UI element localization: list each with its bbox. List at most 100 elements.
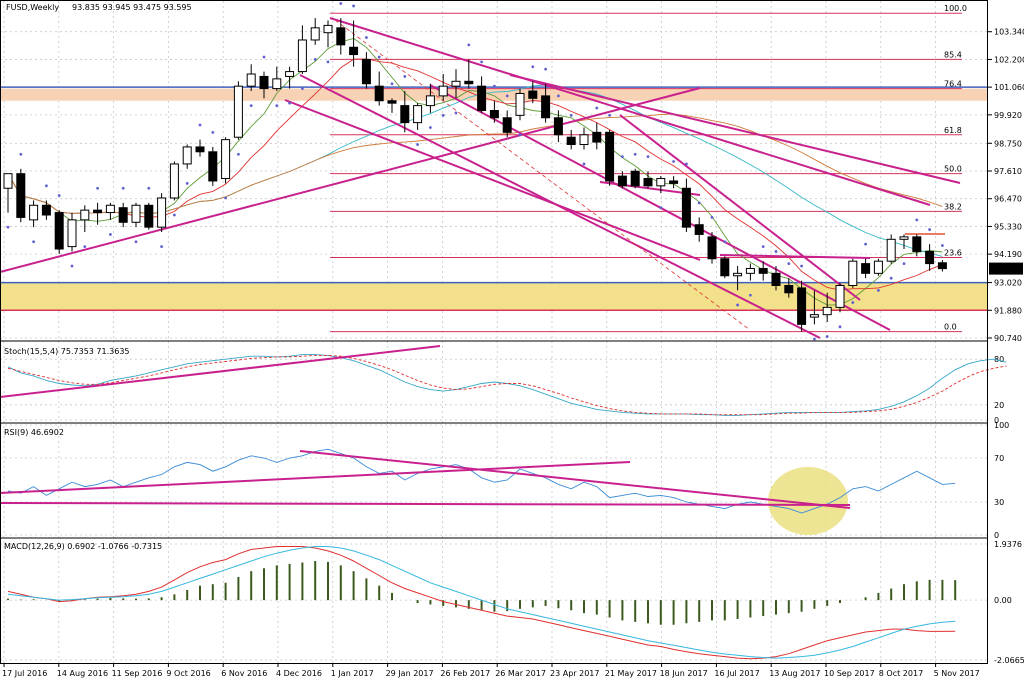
candle-body [707,236,717,260]
sar-dot [761,245,765,248]
rsi-trendline [0,461,631,494]
sar-dot [121,186,125,190]
stoch-trendline [0,345,441,398]
fib-level-label: 100.0 [944,4,967,13]
rsi-trendline [299,450,851,509]
y-tick-label: 102.200 [994,55,1024,64]
candle-body [169,163,179,199]
candle-body [144,204,154,228]
fib-level-label: 38.2 [944,202,962,211]
candle-body [182,146,192,165]
candle-body [29,204,39,221]
y-tick-label: 0.00 [994,596,1012,605]
candle-body [118,207,128,223]
candle-body [413,105,423,124]
y-tick-label: 94.190 [994,250,1022,259]
candle-body [259,75,269,90]
sar-dot [877,288,880,292]
x-tick-label: 17 Jul 2016 [2,669,47,678]
y-tick-label: 90.740 [994,334,1022,343]
candle-body [361,58,371,85]
sar-dot [941,244,944,247]
candle-body [848,260,858,286]
y-tick-label: 1.9376 [994,540,1022,549]
candle-body [195,146,205,153]
sar-dot [685,162,688,166]
sar-dot [173,213,176,217]
x-tick-label: 8 Oct 2017 [879,669,923,678]
sar-dot [352,4,355,8]
x-tick-label: 10 Sep 2017 [824,669,875,678]
candle-body [54,212,64,250]
sar-dot [416,143,419,146]
sar-dot [429,126,432,129]
candle-body [541,95,551,119]
candle-body [349,46,359,56]
candle-body [400,105,410,124]
sar-dot [697,201,701,205]
stoch-title: Stoch(15,5,4) 75.7353 71.3635 [4,347,130,356]
sar-dot [301,87,304,90]
sar-dot [646,155,650,159]
sar-dot [774,250,778,253]
trendline [719,254,871,259]
current-price-label-bg [989,262,1023,275]
resistance-zone [0,88,988,101]
sar-dot [160,245,164,248]
fib-level-label: 0.0 [944,323,957,332]
fib-level-label: 85.4 [944,50,962,59]
sar-dot [441,113,445,117]
candle-body [566,136,576,146]
sar-dot [736,303,739,307]
candle-body [41,204,51,216]
candle-body [233,85,243,138]
sar-dot [109,233,112,236]
candle-body [720,258,730,277]
sar-dot [710,216,714,219]
sar-dot [825,335,829,338]
sar-dot [249,104,253,108]
candle-body [515,92,525,116]
current-price-label: 93.595 [992,265,1020,274]
sar-dot [928,228,931,231]
fib-level-label: 23.6 [944,249,962,258]
candle-body [451,80,461,87]
candle-body [157,197,167,228]
y-tick-label: 99.920 [994,111,1022,120]
candle-body [285,71,295,77]
x-tick-label: 21 May 2017 [605,669,657,678]
candle-body [297,39,307,73]
candle-body [80,209,90,221]
trendline [0,87,701,273]
sar-dot [787,262,791,266]
sar-dot [838,325,842,329]
sar-dot [262,55,266,59]
candle-body [528,90,538,99]
candle-body [464,80,474,85]
candle-body [438,85,448,97]
y-tick-label: 0 [994,416,999,425]
candle-body [809,314,819,318]
sar-dot [889,276,893,280]
y-tick-label: 96.470 [994,195,1022,204]
y-tick-label: 91.880 [994,306,1022,315]
candle-body [630,170,640,187]
candle-body [912,236,922,252]
candle-body [553,117,563,136]
sar-dot [390,82,394,86]
macd-red-line [7,546,956,660]
candle-body [221,139,231,180]
y-tick-label: 103.340 [994,28,1024,37]
sar-dot [45,184,48,188]
y-tick-label: 70 [994,454,1004,463]
candle-body [425,95,435,107]
candle-body [131,204,141,223]
sar-dot [403,75,407,78]
sar-dot [211,130,215,134]
sar-dot [19,152,23,156]
candle-body [323,24,333,34]
x-tick-label: 9 Oct 2016 [166,669,210,678]
candle-body [937,262,947,270]
y-tick-label: 100 [994,421,1009,430]
